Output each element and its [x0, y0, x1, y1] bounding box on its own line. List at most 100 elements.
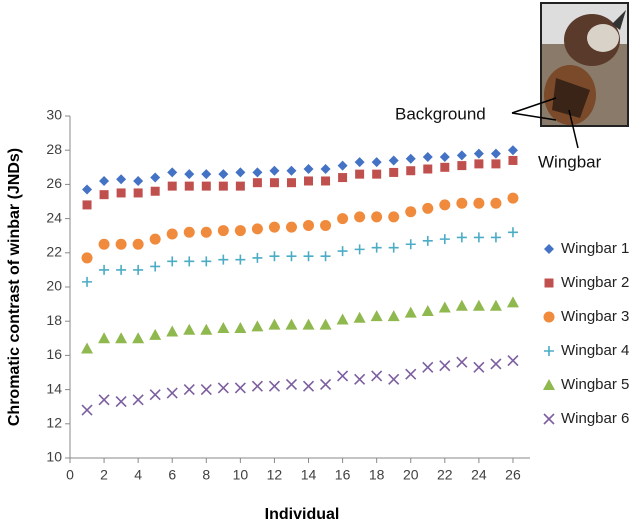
point: [543, 311, 555, 323]
point: [285, 221, 297, 233]
point: [507, 354, 519, 367]
point: [183, 323, 196, 335]
x-tick-label: 18: [369, 467, 385, 483]
legend-label: Wingbar 3: [561, 308, 629, 325]
pointer-line: [568, 109, 579, 149]
point: [132, 332, 145, 344]
point: [217, 225, 229, 237]
point: [302, 318, 315, 330]
point: [544, 346, 554, 356]
y-tick-label: 22: [46, 244, 62, 260]
point: [439, 360, 451, 372]
point: [337, 213, 349, 225]
point: [507, 192, 519, 204]
x-tick-label: 10: [233, 467, 249, 483]
point: [218, 254, 229, 265]
point: [354, 211, 366, 223]
point: [489, 299, 502, 311]
point: [490, 197, 502, 209]
point: [372, 169, 382, 179]
x-tick-label: 2: [100, 467, 108, 483]
point: [337, 246, 348, 257]
point: [456, 356, 468, 368]
point: [338, 173, 348, 183]
point: [285, 318, 298, 330]
point: [115, 238, 127, 250]
point: [473, 148, 484, 159]
annotation: Background: [395, 104, 486, 123]
point: [303, 164, 314, 175]
point: [184, 181, 194, 191]
point: [320, 219, 332, 231]
point: [251, 380, 263, 392]
point: [371, 211, 383, 223]
point: [269, 165, 280, 176]
point: [388, 211, 400, 223]
x-tick-label: 12: [267, 467, 283, 483]
point: [455, 299, 468, 311]
point: [320, 251, 331, 262]
x-tick-label: 0: [66, 467, 74, 483]
point: [183, 384, 195, 396]
point: [115, 396, 127, 408]
point: [150, 261, 161, 272]
point: [252, 167, 263, 178]
point: [421, 304, 434, 316]
point: [406, 166, 416, 176]
point: [388, 155, 399, 166]
point: [371, 157, 382, 168]
point: [149, 233, 161, 245]
point: [370, 310, 383, 322]
annotation: Wingbar: [538, 152, 602, 171]
x-tick-label: 22: [437, 467, 453, 483]
legend-label: Wingbar 1: [561, 240, 629, 257]
point: [303, 251, 314, 262]
x-axis-title: Individual: [265, 506, 340, 523]
point: [98, 238, 110, 250]
legend-label: Wingbar 6: [561, 410, 629, 427]
point: [81, 342, 94, 354]
point: [387, 310, 400, 322]
point: [116, 264, 127, 275]
point: [544, 244, 554, 254]
point: [405, 153, 416, 164]
point: [149, 328, 162, 340]
x-tick-label: 6: [168, 467, 176, 483]
point: [133, 264, 144, 275]
point: [490, 358, 502, 370]
point: [457, 161, 467, 171]
point: [302, 380, 315, 392]
point: [490, 148, 501, 159]
x-tick-label: 4: [134, 467, 142, 483]
y-tick-label: 28: [46, 141, 62, 157]
point: [353, 311, 366, 323]
point: [286, 251, 297, 262]
y-tick-label: 12: [46, 415, 62, 431]
point: [439, 199, 451, 211]
bird-photo: [540, 2, 629, 127]
x-tick-label: 24: [471, 467, 487, 483]
point: [167, 256, 178, 267]
y-tick-label: 14: [46, 380, 62, 396]
point: [543, 413, 555, 425]
point: [337, 160, 348, 171]
point: [82, 276, 93, 287]
point: [133, 175, 144, 186]
point: [82, 184, 93, 195]
point: [218, 181, 228, 191]
point: [251, 320, 264, 332]
point: [217, 322, 230, 334]
point: [166, 387, 178, 399]
point: [167, 167, 178, 178]
point: [268, 318, 281, 330]
point: [200, 384, 212, 396]
legend-label: Wingbar 2: [561, 274, 629, 291]
point: [388, 373, 400, 385]
point: [422, 235, 433, 246]
point: [405, 368, 417, 380]
point: [200, 323, 213, 335]
point: [167, 181, 177, 191]
point: [235, 181, 245, 191]
point: [201, 181, 211, 191]
point: [456, 150, 467, 161]
